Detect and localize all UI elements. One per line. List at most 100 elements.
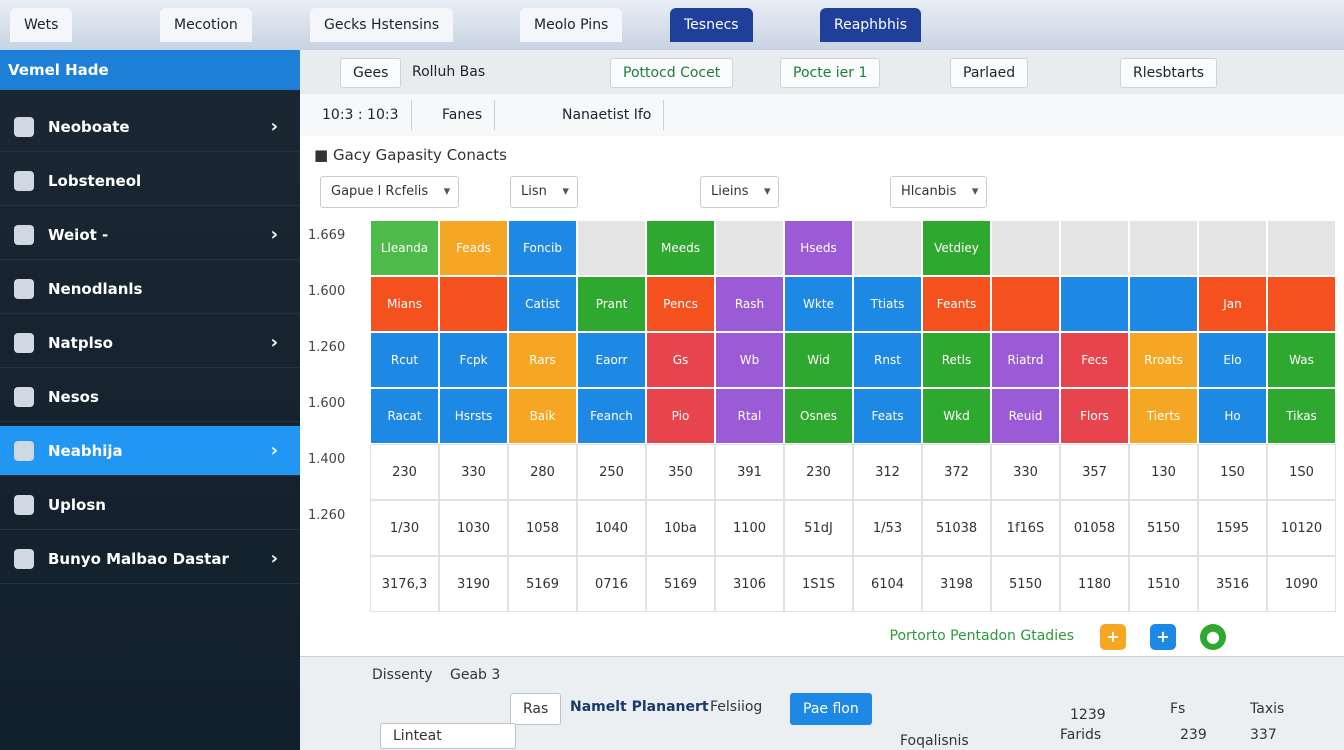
capacity-block[interactable]: Wkd bbox=[922, 388, 991, 444]
cell-label: Riatrd bbox=[1007, 353, 1044, 367]
capacity-block[interactable]: Rcut bbox=[370, 332, 439, 388]
toolbar-tab[interactable]: Rlesbtarts bbox=[1120, 58, 1218, 88]
input[interactable]: Linteat bbox=[380, 723, 516, 749]
capacity-block[interactable] bbox=[577, 220, 646, 276]
subtab[interactable]: Fanes bbox=[430, 100, 496, 130]
capacity-block[interactable] bbox=[1267, 276, 1336, 332]
capacity-block[interactable]: Lleanda bbox=[370, 220, 439, 276]
toolbar-tab[interactable]: Pocte ier 1 bbox=[780, 58, 881, 88]
capacity-block[interactable]: Baik bbox=[508, 388, 577, 444]
browser-tab[interactable]: Reaphbhis bbox=[820, 8, 921, 42]
sidebar-item[interactable]: Natplso › bbox=[0, 318, 300, 368]
capacity-block[interactable]: Rars bbox=[508, 332, 577, 388]
toolbar-tab[interactable]: Parlaed bbox=[950, 58, 1029, 88]
toolbar-tab[interactable]: Pottocd Cocet bbox=[610, 58, 734, 88]
capacity-block[interactable] bbox=[1129, 276, 1198, 332]
cell-label: Feants bbox=[936, 297, 977, 311]
chevron: › bbox=[270, 332, 278, 353]
capacity-block[interactable]: Rtal bbox=[715, 388, 784, 444]
capacity-block[interactable]: Tierts bbox=[1129, 388, 1198, 444]
sidebar-item[interactable]: Nesos bbox=[0, 372, 300, 422]
capacity-block[interactable]: Feads bbox=[439, 220, 508, 276]
table-cell: 130 bbox=[1129, 444, 1198, 500]
browser-tab[interactable]: Wets bbox=[10, 8, 73, 42]
capacity-block[interactable]: Feanch bbox=[577, 388, 646, 444]
capacity-block[interactable]: Rroats bbox=[1129, 332, 1198, 388]
ok-button[interactable]: ● bbox=[1200, 624, 1226, 650]
capacity-block[interactable]: Hsrsts bbox=[439, 388, 508, 444]
capacity-block[interactable] bbox=[853, 220, 922, 276]
cell-label: 372 bbox=[944, 464, 969, 480]
capacity-block[interactable]: Foncib bbox=[508, 220, 577, 276]
capacity-block[interactable]: Ho bbox=[1198, 388, 1267, 444]
sidebar-item[interactable]: Neabhija › bbox=[0, 426, 300, 476]
browser-tab[interactable]: Tesnecs bbox=[670, 8, 753, 42]
primary-button[interactable]: Pae flon bbox=[790, 693, 872, 725]
capacity-block[interactable]: Fecs bbox=[1060, 332, 1129, 388]
sidebar-item[interactable]: Weiot - › bbox=[0, 210, 300, 260]
table-cell: 230 bbox=[784, 444, 853, 500]
capacity-block[interactable]: Pio bbox=[646, 388, 715, 444]
capacity-block[interactable] bbox=[715, 220, 784, 276]
filter-dropdown[interactable]: Lieins bbox=[700, 176, 780, 208]
filter-dropdown[interactable]: Hlcanbis bbox=[890, 176, 988, 208]
capacity-block[interactable]: Riatrd bbox=[991, 332, 1060, 388]
capacity-block[interactable] bbox=[1198, 220, 1267, 276]
capacity-block[interactable]: Gs bbox=[646, 332, 715, 388]
capacity-block[interactable]: Wid bbox=[784, 332, 853, 388]
sidebar-item[interactable]: Bunyo Malbao Dastar › bbox=[0, 534, 300, 584]
sidebar-item[interactable]: Neoboate › bbox=[0, 102, 300, 152]
capacity-block[interactable]: Eaorr bbox=[577, 332, 646, 388]
capacity-block[interactable]: Meeds bbox=[646, 220, 715, 276]
capacity-block[interactable]: Racat bbox=[370, 388, 439, 444]
capacity-block[interactable] bbox=[439, 276, 508, 332]
capacity-block[interactable]: Feants bbox=[922, 276, 991, 332]
capacity-block[interactable] bbox=[1060, 220, 1129, 276]
capacity-block[interactable]: Hseds bbox=[784, 220, 853, 276]
capacity-block[interactable]: Rash bbox=[715, 276, 784, 332]
capacity-block[interactable]: Catist bbox=[508, 276, 577, 332]
add-button[interactable]: + bbox=[1150, 624, 1176, 650]
capacity-block[interactable]: Pencs bbox=[646, 276, 715, 332]
capacity-block[interactable]: Wb bbox=[715, 332, 784, 388]
capacity-block[interactable]: Jan bbox=[1198, 276, 1267, 332]
capacity-block[interactable]: Fcpk bbox=[439, 332, 508, 388]
subtab[interactable]: 10:3 : 10:3 bbox=[310, 100, 412, 130]
subtab[interactable]: Nanaetist Ifo bbox=[550, 100, 665, 130]
browser-tab[interactable]: Gecks Hstensins bbox=[310, 8, 454, 42]
row-label: 1.600 bbox=[308, 396, 346, 411]
capacity-block[interactable]: Rnst bbox=[853, 332, 922, 388]
capacity-block[interactable]: Reuid bbox=[991, 388, 1060, 444]
add-button[interactable]: + bbox=[1100, 624, 1126, 650]
icon bbox=[14, 117, 34, 137]
capacity-block[interactable]: Elo bbox=[1198, 332, 1267, 388]
capacity-block[interactable]: Osnes bbox=[784, 388, 853, 444]
capacity-block[interactable] bbox=[1129, 220, 1198, 276]
capacity-block[interactable] bbox=[1267, 220, 1336, 276]
capacity-block[interactable]: Was bbox=[1267, 332, 1336, 388]
capacity-block[interactable]: Vetdiey bbox=[922, 220, 991, 276]
capacity-block[interactable] bbox=[991, 276, 1060, 332]
capacity-block[interactable]: Wkte bbox=[784, 276, 853, 332]
filter-dropdown[interactable]: Lisn bbox=[510, 176, 578, 208]
capacity-block[interactable]: Feats bbox=[853, 388, 922, 444]
capacity-block[interactable]: Ttiats bbox=[853, 276, 922, 332]
filter-dropdown[interactable]: Gapue l Rcfelis bbox=[320, 176, 460, 208]
cell-label: 5169 bbox=[663, 576, 698, 592]
search-box[interactable]: Gees bbox=[340, 58, 402, 88]
sidebar-item[interactable]: Lobsteneol bbox=[0, 156, 300, 206]
row-label: 1.600 bbox=[308, 284, 346, 299]
capacity-block[interactable]: Prant bbox=[577, 276, 646, 332]
capacity-block[interactable]: Mians bbox=[370, 276, 439, 332]
browser-tab[interactable]: Mecotion bbox=[160, 8, 252, 42]
capacity-block[interactable] bbox=[1060, 276, 1129, 332]
tab[interactable]: Felsiiog bbox=[710, 699, 763, 715]
button[interactable]: Ras bbox=[510, 693, 562, 725]
capacity-block[interactable]: Flors bbox=[1060, 388, 1129, 444]
capacity-block[interactable]: Retls bbox=[922, 332, 991, 388]
browser-tab[interactable]: Meolo Pins bbox=[520, 8, 623, 42]
sidebar-item[interactable]: Uplosn bbox=[0, 480, 300, 530]
capacity-block[interactable]: Tikas bbox=[1267, 388, 1336, 444]
sidebar-item[interactable]: Nenodlanls bbox=[0, 264, 300, 314]
capacity-block[interactable] bbox=[991, 220, 1060, 276]
